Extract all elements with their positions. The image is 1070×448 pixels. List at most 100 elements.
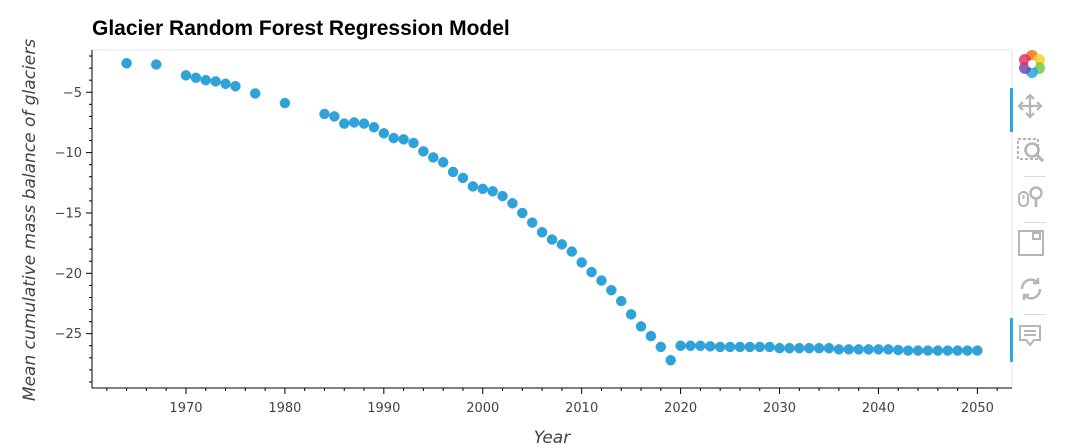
data-point: [329, 111, 340, 122]
data-point: [487, 185, 498, 197]
x-axis-label: Year: [533, 428, 571, 448]
data-point: [705, 341, 716, 352]
data-point: [645, 330, 657, 342]
data-point: [794, 342, 805, 354]
x-tick-label: 2050: [961, 401, 994, 416]
chart-title: Glacier Random Forest Regression Model: [92, 17, 510, 40]
data-point: [863, 344, 874, 355]
data-point: [546, 234, 558, 245]
data-point: [803, 342, 815, 354]
data-point: [279, 97, 291, 109]
y-tick-label: −15: [55, 206, 82, 221]
pan-icon[interactable]: [1016, 92, 1056, 128]
data-point: [942, 345, 953, 356]
data-point: [833, 344, 845, 355]
data-point: [714, 341, 726, 353]
data-point: [200, 74, 212, 86]
x-tick-label: 1980: [268, 401, 301, 416]
data-point: [685, 340, 696, 351]
data-point: [853, 344, 864, 355]
pan-active-indicator: [1010, 88, 1013, 132]
data-point: [388, 132, 399, 144]
data-point: [210, 76, 221, 87]
data-point: [695, 340, 706, 351]
data-point: [418, 146, 429, 157]
data-point: [655, 341, 667, 353]
hover-icon[interactable]: [1016, 322, 1056, 358]
data-point: [764, 341, 775, 353]
y-tick-label: −25: [55, 327, 82, 342]
data-point: [447, 166, 459, 178]
data-point: [902, 345, 914, 356]
plot-frame: [91, 49, 1013, 389]
axes: −25 −20 −15 −10 −5 1970 1980 1990 2000 2010 2020 20…: [55, 50, 1012, 416]
data-point: [665, 354, 676, 366]
x-tick-label: 2000: [466, 401, 499, 416]
data-point: [754, 341, 765, 353]
y-tick-label: −20: [55, 267, 82, 282]
toolbar: [1010, 48, 1060, 378]
data-points: [121, 58, 983, 366]
data-point: [348, 117, 360, 128]
data-point: [190, 72, 202, 84]
y-tick-label: −5: [63, 86, 82, 101]
data-point: [368, 122, 380, 133]
data-point: [358, 118, 370, 129]
data-point: [883, 344, 894, 355]
data-point: [398, 134, 409, 145]
data-point: [526, 217, 538, 228]
data-point: [932, 345, 944, 356]
data-point: [319, 108, 330, 120]
data-point: [586, 266, 597, 278]
data-point: [180, 70, 192, 81]
data-point: [675, 340, 686, 351]
x-tick-label: 1990: [367, 401, 400, 416]
data-point: [972, 345, 983, 356]
data-point: [497, 190, 508, 202]
data-point: [467, 181, 479, 192]
data-point: [734, 341, 746, 353]
save-icon[interactable]: [1016, 228, 1056, 264]
data-point: [823, 342, 835, 354]
toolbar-separator: [1024, 222, 1046, 223]
data-point: [408, 137, 419, 149]
data-point: [922, 345, 934, 356]
data-point: [625, 309, 637, 320]
data-point: [121, 58, 132, 69]
toolbar-separator: [1024, 314, 1046, 315]
x-tick-label: 2020: [664, 401, 697, 416]
x-tick-label: 1970: [169, 401, 202, 416]
wheel-zoom-icon[interactable]: [1016, 182, 1056, 218]
hover-active-indicator: [1010, 318, 1013, 362]
data-point: [576, 257, 587, 268]
data-point: [635, 321, 647, 332]
reset-icon[interactable]: [1016, 274, 1056, 310]
data-point: [774, 342, 785, 354]
data-point: [507, 198, 518, 209]
box-zoom-icon[interactable]: [1016, 136, 1056, 172]
x-tick-label: 2010: [565, 401, 598, 416]
bokeh-logo-icon[interactable]: [1016, 48, 1056, 84]
data-point: [536, 227, 548, 238]
x-tick-label: 2040: [862, 401, 895, 416]
data-point: [339, 118, 350, 129]
data-point: [962, 345, 973, 356]
data-point: [596, 275, 607, 286]
data-point: [724, 341, 736, 353]
data-point: [220, 78, 231, 90]
data-point: [912, 345, 924, 356]
data-point: [615, 295, 627, 307]
data-point: [744, 341, 756, 353]
data-point: [230, 80, 241, 92]
data-point: [437, 157, 449, 168]
data-point: [813, 342, 825, 354]
data-point: [517, 207, 528, 219]
data-point: [566, 246, 578, 257]
data-point: [873, 344, 884, 355]
toolbar-separator: [1024, 176, 1046, 177]
data-point: [477, 183, 489, 195]
data-point: [784, 342, 795, 354]
data-point: [952, 345, 963, 356]
